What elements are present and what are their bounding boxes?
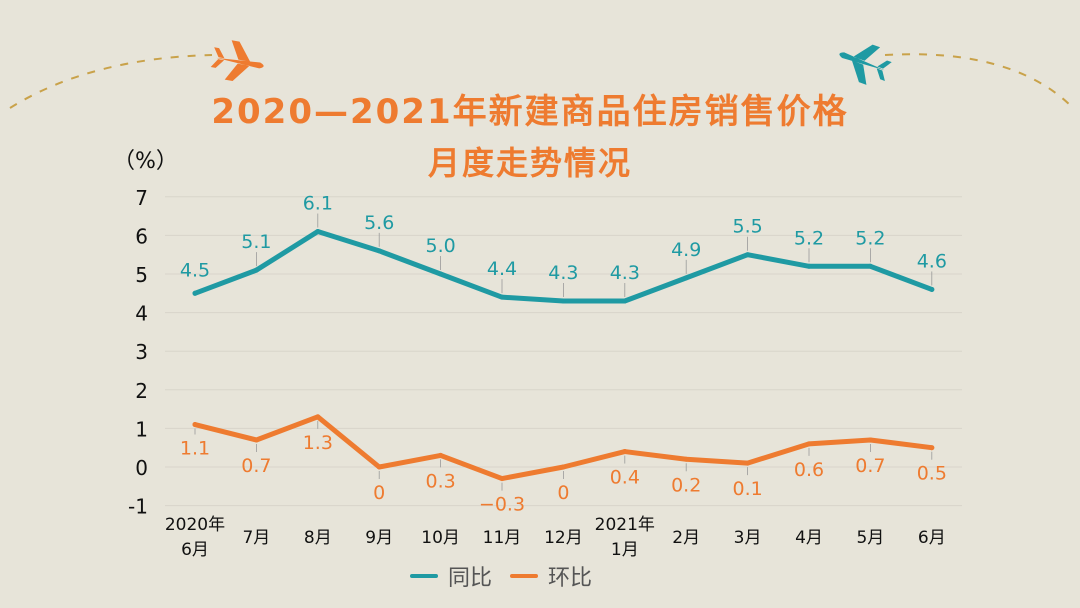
legend-swatch-mom	[510, 574, 539, 578]
legend-swatch-yoy	[410, 574, 438, 578]
data-point-mom	[438, 452, 444, 458]
data-label-mom: 1.3	[303, 432, 333, 454]
data-label-mom: 0.5	[917, 463, 947, 485]
data-label-mom: 0	[373, 482, 385, 504]
airplane-icon	[210, 40, 264, 82]
x-tick-label: 2021年	[595, 515, 655, 535]
x-tick-label: 6月	[918, 528, 946, 548]
data-point-mom	[745, 460, 751, 466]
data-label-mom: 0.2	[671, 474, 701, 496]
data-label-yoy: 4.4	[487, 258, 517, 280]
data-point-mom	[192, 422, 198, 428]
data-point-mom	[683, 456, 689, 462]
legend-item-yoy: 同比	[410, 560, 492, 592]
y-tick-label: 7	[135, 186, 148, 210]
chart-title-line-2: 月度走势情况	[427, 144, 632, 182]
x-tick-label: 1月	[611, 540, 639, 560]
data-point-mom	[315, 414, 321, 420]
data-point-yoy	[683, 275, 689, 281]
data-label-mom: 1.1	[180, 438, 210, 460]
data-point-mom	[499, 476, 505, 482]
x-tick-label: 8月	[304, 528, 332, 548]
data-label-yoy: 5.5	[732, 216, 762, 238]
x-tick-label: 9月	[365, 528, 393, 548]
x-tick-label: 4月	[795, 528, 823, 548]
y-tick-label: -1	[128, 495, 148, 519]
data-label-yoy: 5.0	[425, 235, 455, 257]
x-tick-label: 11月	[483, 528, 522, 548]
data-label-mom: 0.7	[855, 455, 885, 477]
data-label-mom: −0.3	[479, 494, 525, 516]
data-point-yoy	[622, 298, 628, 304]
data-point-mom	[622, 449, 628, 455]
data-point-mom	[806, 441, 812, 447]
legend-label-yoy: 同比	[448, 566, 493, 591]
data-label-yoy: 5.2	[794, 227, 824, 249]
y-tick-label: 1	[135, 417, 148, 441]
data-point-yoy	[745, 252, 751, 258]
left-dashed-flight-path	[9, 54, 213, 109]
data-label-mom: 0.4	[610, 467, 640, 489]
x-tick-label: 3月	[734, 528, 762, 548]
data-point-mom	[376, 464, 382, 470]
data-label-mom: 0.3	[425, 470, 455, 492]
legend-item-mom: 环比	[510, 560, 592, 592]
data-label-yoy: 4.6	[917, 250, 947, 272]
x-tick-label: 6月	[181, 540, 209, 560]
x-tick-label: 5月	[856, 528, 884, 548]
data-point-mom	[253, 437, 259, 443]
y-tick-label: 6	[135, 224, 148, 248]
x-tick-label: 2月	[672, 528, 700, 548]
data-point-yoy	[315, 229, 321, 235]
data-point-yoy	[929, 286, 935, 292]
data-label-yoy: 4.9	[671, 239, 701, 261]
data-label-yoy: 4.5	[180, 259, 210, 281]
y-axis-unit-label: （%）	[113, 149, 178, 174]
data-point-mom	[867, 437, 873, 443]
data-point-yoy	[560, 298, 566, 304]
airplane-icon	[839, 44, 892, 85]
data-point-yoy	[438, 271, 444, 277]
data-point-yoy	[499, 294, 505, 300]
x-tick-label: 12月	[544, 528, 583, 548]
data-point-yoy	[806, 263, 812, 269]
chart-title-line-1: 2020—2021年新建商品住房销售价格	[211, 92, 849, 132]
x-tick-label: 10月	[421, 528, 460, 548]
data-point-yoy	[253, 267, 259, 273]
data-point-mom	[929, 445, 935, 451]
data-label-mom: 0.1	[732, 478, 762, 500]
data-point-yoy	[192, 290, 198, 296]
data-label-mom: 0.7	[241, 455, 271, 477]
data-point-yoy	[867, 263, 873, 269]
data-label-yoy: 6.1	[303, 193, 333, 215]
data-label-yoy: 5.2	[855, 227, 885, 249]
data-label-yoy: 4.3	[548, 262, 578, 284]
x-tick-label: 2020年	[165, 515, 225, 535]
y-tick-label: 2	[135, 379, 148, 403]
y-tick-label: 0	[135, 456, 148, 480]
right-dashed-flight-path	[884, 53, 1071, 106]
data-label-yoy: 4.3	[610, 262, 640, 284]
data-label-yoy: 5.6	[364, 212, 394, 234]
legend-label-mom: 环比	[548, 566, 593, 591]
y-tick-label: 5	[135, 263, 148, 287]
data-label-yoy: 5.1	[241, 231, 271, 253]
data-point-mom	[560, 464, 566, 470]
y-tick-label: 4	[135, 302, 148, 326]
x-tick-label: 7月	[242, 528, 270, 548]
data-point-yoy	[376, 248, 382, 254]
data-label-mom: 0.6	[794, 459, 824, 481]
legend: 同比 环比	[410, 560, 600, 592]
y-tick-label: 3	[135, 340, 148, 364]
data-label-mom: 0	[557, 482, 569, 504]
